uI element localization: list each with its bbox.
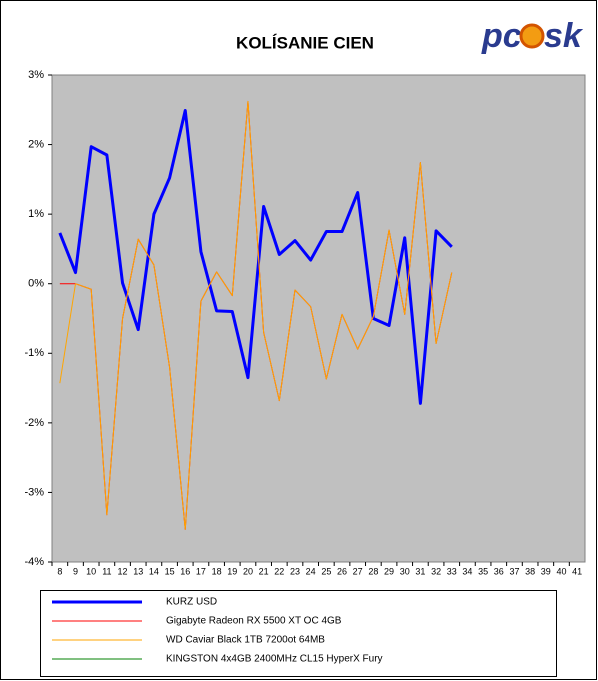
x-tick-label: 11	[102, 566, 111, 576]
x-tick-label: 12	[118, 566, 128, 576]
logo-text: pc	[481, 17, 522, 55]
x-tick-label: 40	[556, 566, 566, 576]
legend-label: KINGSTON 4x4GB 2400MHz CL15 HyperX Fury	[166, 654, 383, 665]
x-tick-label: 32	[431, 566, 441, 576]
x-tick-label: 24	[306, 566, 316, 576]
legend	[40, 590, 557, 677]
x-tick-label: 13	[133, 566, 143, 576]
x-tick-label: 27	[353, 566, 363, 576]
x-tick-label: 16	[180, 566, 190, 576]
x-tick-label: 29	[384, 566, 394, 576]
x-tick-label: 35	[478, 566, 488, 576]
y-tick-label: -4%	[24, 556, 44, 568]
x-tick-label: 22	[274, 566, 284, 576]
x-tick-label: 15	[165, 566, 175, 576]
y-tick-label: -2%	[24, 417, 44, 429]
x-tick-label: 9	[73, 566, 78, 576]
x-tick-label: 8	[57, 566, 62, 576]
y-tick-label: 3%	[28, 69, 44, 81]
y-tick-label: -3%	[24, 486, 44, 498]
x-tick-label: 26	[337, 566, 347, 576]
x-tick-label: 36	[494, 566, 504, 576]
x-tick-label: 30	[400, 566, 410, 576]
logo-flame	[519, 23, 545, 49]
x-tick-label: 37	[509, 566, 519, 576]
y-tick-label: 0%	[28, 278, 44, 290]
x-tick-label: 28	[368, 566, 378, 576]
logo-text: sk	[544, 17, 584, 55]
chart-title: KOLÍSANIE CIEN	[236, 33, 374, 52]
legend-label: WD Caviar Black 1TB 7200ot 64MB	[166, 635, 325, 646]
x-tick-label: 39	[541, 566, 551, 576]
x-tick-label: 33	[447, 566, 457, 576]
series-line	[59, 100, 453, 530]
x-tick-label: 20	[243, 566, 253, 576]
x-tick-label: 34	[462, 566, 472, 576]
x-tick-label: 10	[86, 566, 96, 576]
y-tick-label: 2%	[28, 138, 44, 150]
x-tick-label: 25	[321, 566, 331, 576]
logo: pc sk	[481, 17, 584, 55]
x-tick-label: 23	[290, 566, 300, 576]
x-tick-label: 19	[227, 566, 237, 576]
x-tick-label: 21	[259, 566, 269, 576]
x-tick-label: 14	[149, 566, 159, 576]
plot-area	[51, 74, 586, 563]
legend-label: Gigabyte Radeon RX 5500 XT OC 4GB	[166, 616, 342, 627]
legend-label: KURZ USD	[166, 597, 217, 608]
x-tick-label: 18	[212, 566, 222, 576]
x-tick-label: 41	[572, 566, 582, 576]
y-tick-label: -1%	[24, 347, 44, 359]
x-tick-label: 17	[196, 566, 206, 576]
x-tick-label: 31	[415, 566, 425, 576]
y-tick-label: 1%	[28, 208, 44, 220]
series-line	[58, 108, 453, 405]
x-tick-label: 38	[525, 566, 535, 576]
